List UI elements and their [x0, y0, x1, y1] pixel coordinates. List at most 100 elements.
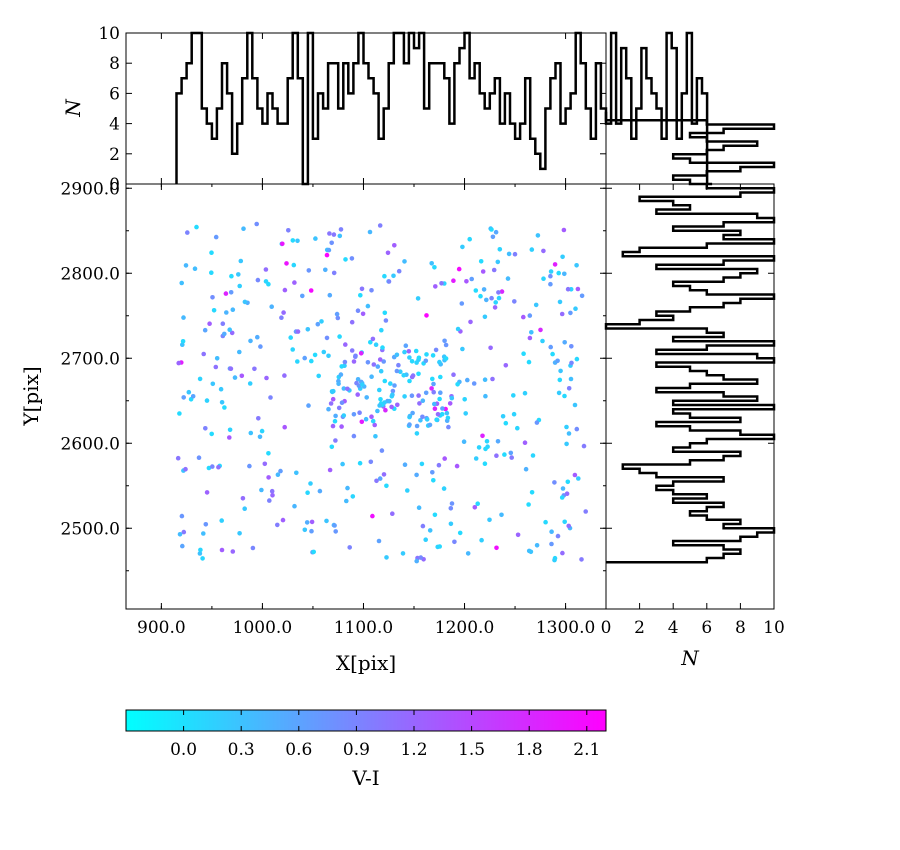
scatter-point — [499, 289, 505, 294]
scatter-point — [374, 478, 379, 484]
scatter-point — [482, 377, 488, 383]
scatter-point — [330, 389, 335, 395]
scatter-point — [560, 254, 565, 260]
right-histogram-y-ticks — [606, 187, 774, 529]
scatter-point — [345, 485, 350, 491]
scatter-point — [210, 381, 216, 387]
scatter-point — [558, 368, 563, 374]
scatter-point — [248, 430, 254, 436]
scatter-point — [259, 428, 265, 434]
scatter-point — [527, 335, 533, 341]
scatter-point — [203, 522, 209, 527]
scatter-point — [484, 439, 490, 444]
scatter-point — [380, 345, 385, 350]
scatter-point — [220, 321, 226, 327]
scatter-point — [556, 270, 561, 276]
scatter-point — [239, 373, 245, 379]
scatter-point — [491, 267, 497, 273]
scatter-point — [521, 351, 526, 357]
scatter-point — [308, 288, 314, 293]
scatter-point — [326, 247, 332, 253]
scatter-point — [388, 381, 393, 386]
scatter-point — [197, 376, 203, 382]
scatter-point — [471, 381, 477, 386]
scatter-point — [269, 304, 275, 310]
scatter-point — [291, 262, 297, 268]
scatter-point — [385, 250, 391, 256]
scatter-point — [288, 335, 294, 340]
top-histogram-y-tick-label: 2 — [109, 145, 120, 165]
scatter-point — [280, 517, 286, 523]
scatter-point — [523, 466, 529, 472]
scatter-point — [407, 413, 413, 419]
scatter-point — [382, 400, 387, 405]
scatter-point — [179, 513, 185, 519]
top-histogram-y-tick-label: 8 — [109, 54, 120, 74]
scatter-point — [232, 375, 238, 380]
scatter-point — [496, 290, 501, 295]
scatter-point — [566, 523, 571, 529]
scatter-point — [236, 272, 241, 277]
scatter-point — [331, 232, 337, 237]
colorbar-tick-label: 0.3 — [228, 740, 255, 760]
scatter-point — [292, 503, 297, 509]
scatter-point — [300, 293, 305, 299]
scatter-point — [263, 267, 269, 272]
scatter-point — [198, 547, 203, 553]
scatter-point — [286, 228, 291, 233]
scatter-point — [349, 319, 355, 325]
scatter-point — [386, 279, 392, 284]
scatter-x-tick-label: 900.0 — [137, 618, 186, 638]
scatter-point — [564, 424, 569, 430]
scatter-point — [529, 247, 535, 252]
scatter-point — [302, 527, 308, 533]
scatter-point — [230, 307, 236, 313]
scatter-point — [487, 517, 492, 523]
scatter-point — [177, 411, 182, 416]
scatter-point — [420, 398, 426, 404]
scatter-point — [218, 386, 224, 392]
scatter-point — [355, 392, 361, 397]
scatter-point — [574, 263, 579, 268]
scatter-point — [227, 327, 232, 333]
scatter-point — [467, 236, 473, 242]
scatter-y-label: Y[pix] — [19, 366, 43, 426]
colorbar-tick-label: 1.8 — [516, 740, 543, 760]
scatter-point — [216, 464, 221, 470]
scatter-point — [329, 444, 335, 450]
colorbar-label: V-I — [351, 766, 379, 790]
scatter-point — [417, 401, 422, 406]
scatter-point — [444, 410, 450, 416]
scatter-point — [494, 453, 499, 459]
scatter-point — [339, 364, 345, 369]
scatter-point — [201, 351, 206, 357]
scatter-point — [549, 541, 554, 547]
scatter-point — [511, 393, 516, 398]
scatter-point — [332, 523, 337, 528]
scatter-point — [324, 335, 330, 341]
scatter-point — [509, 455, 514, 460]
scatter-point — [373, 434, 378, 439]
scatter-point — [254, 334, 260, 340]
scatter-point — [561, 227, 567, 233]
scatter-point — [368, 340, 373, 345]
scatter-point — [354, 380, 359, 386]
scatter-point — [326, 353, 331, 359]
scatter-point — [360, 382, 365, 387]
scatter-point — [468, 319, 473, 325]
scatter-point — [304, 520, 310, 525]
scatter-point — [313, 236, 318, 241]
scatter-point — [478, 259, 484, 264]
scatter-point — [464, 279, 469, 284]
scatter-point — [316, 373, 322, 379]
scatter-point — [451, 372, 456, 378]
scatter-point — [342, 359, 348, 365]
right-histogram-frame — [605, 183, 775, 610]
colorbar-gradient — [125, 709, 607, 732]
scatter-point — [370, 513, 375, 519]
scatter-point — [341, 413, 347, 418]
scatter-point — [410, 410, 415, 416]
scatter-point — [449, 395, 455, 401]
scatter-point — [472, 505, 478, 510]
scatter-point — [481, 287, 487, 292]
